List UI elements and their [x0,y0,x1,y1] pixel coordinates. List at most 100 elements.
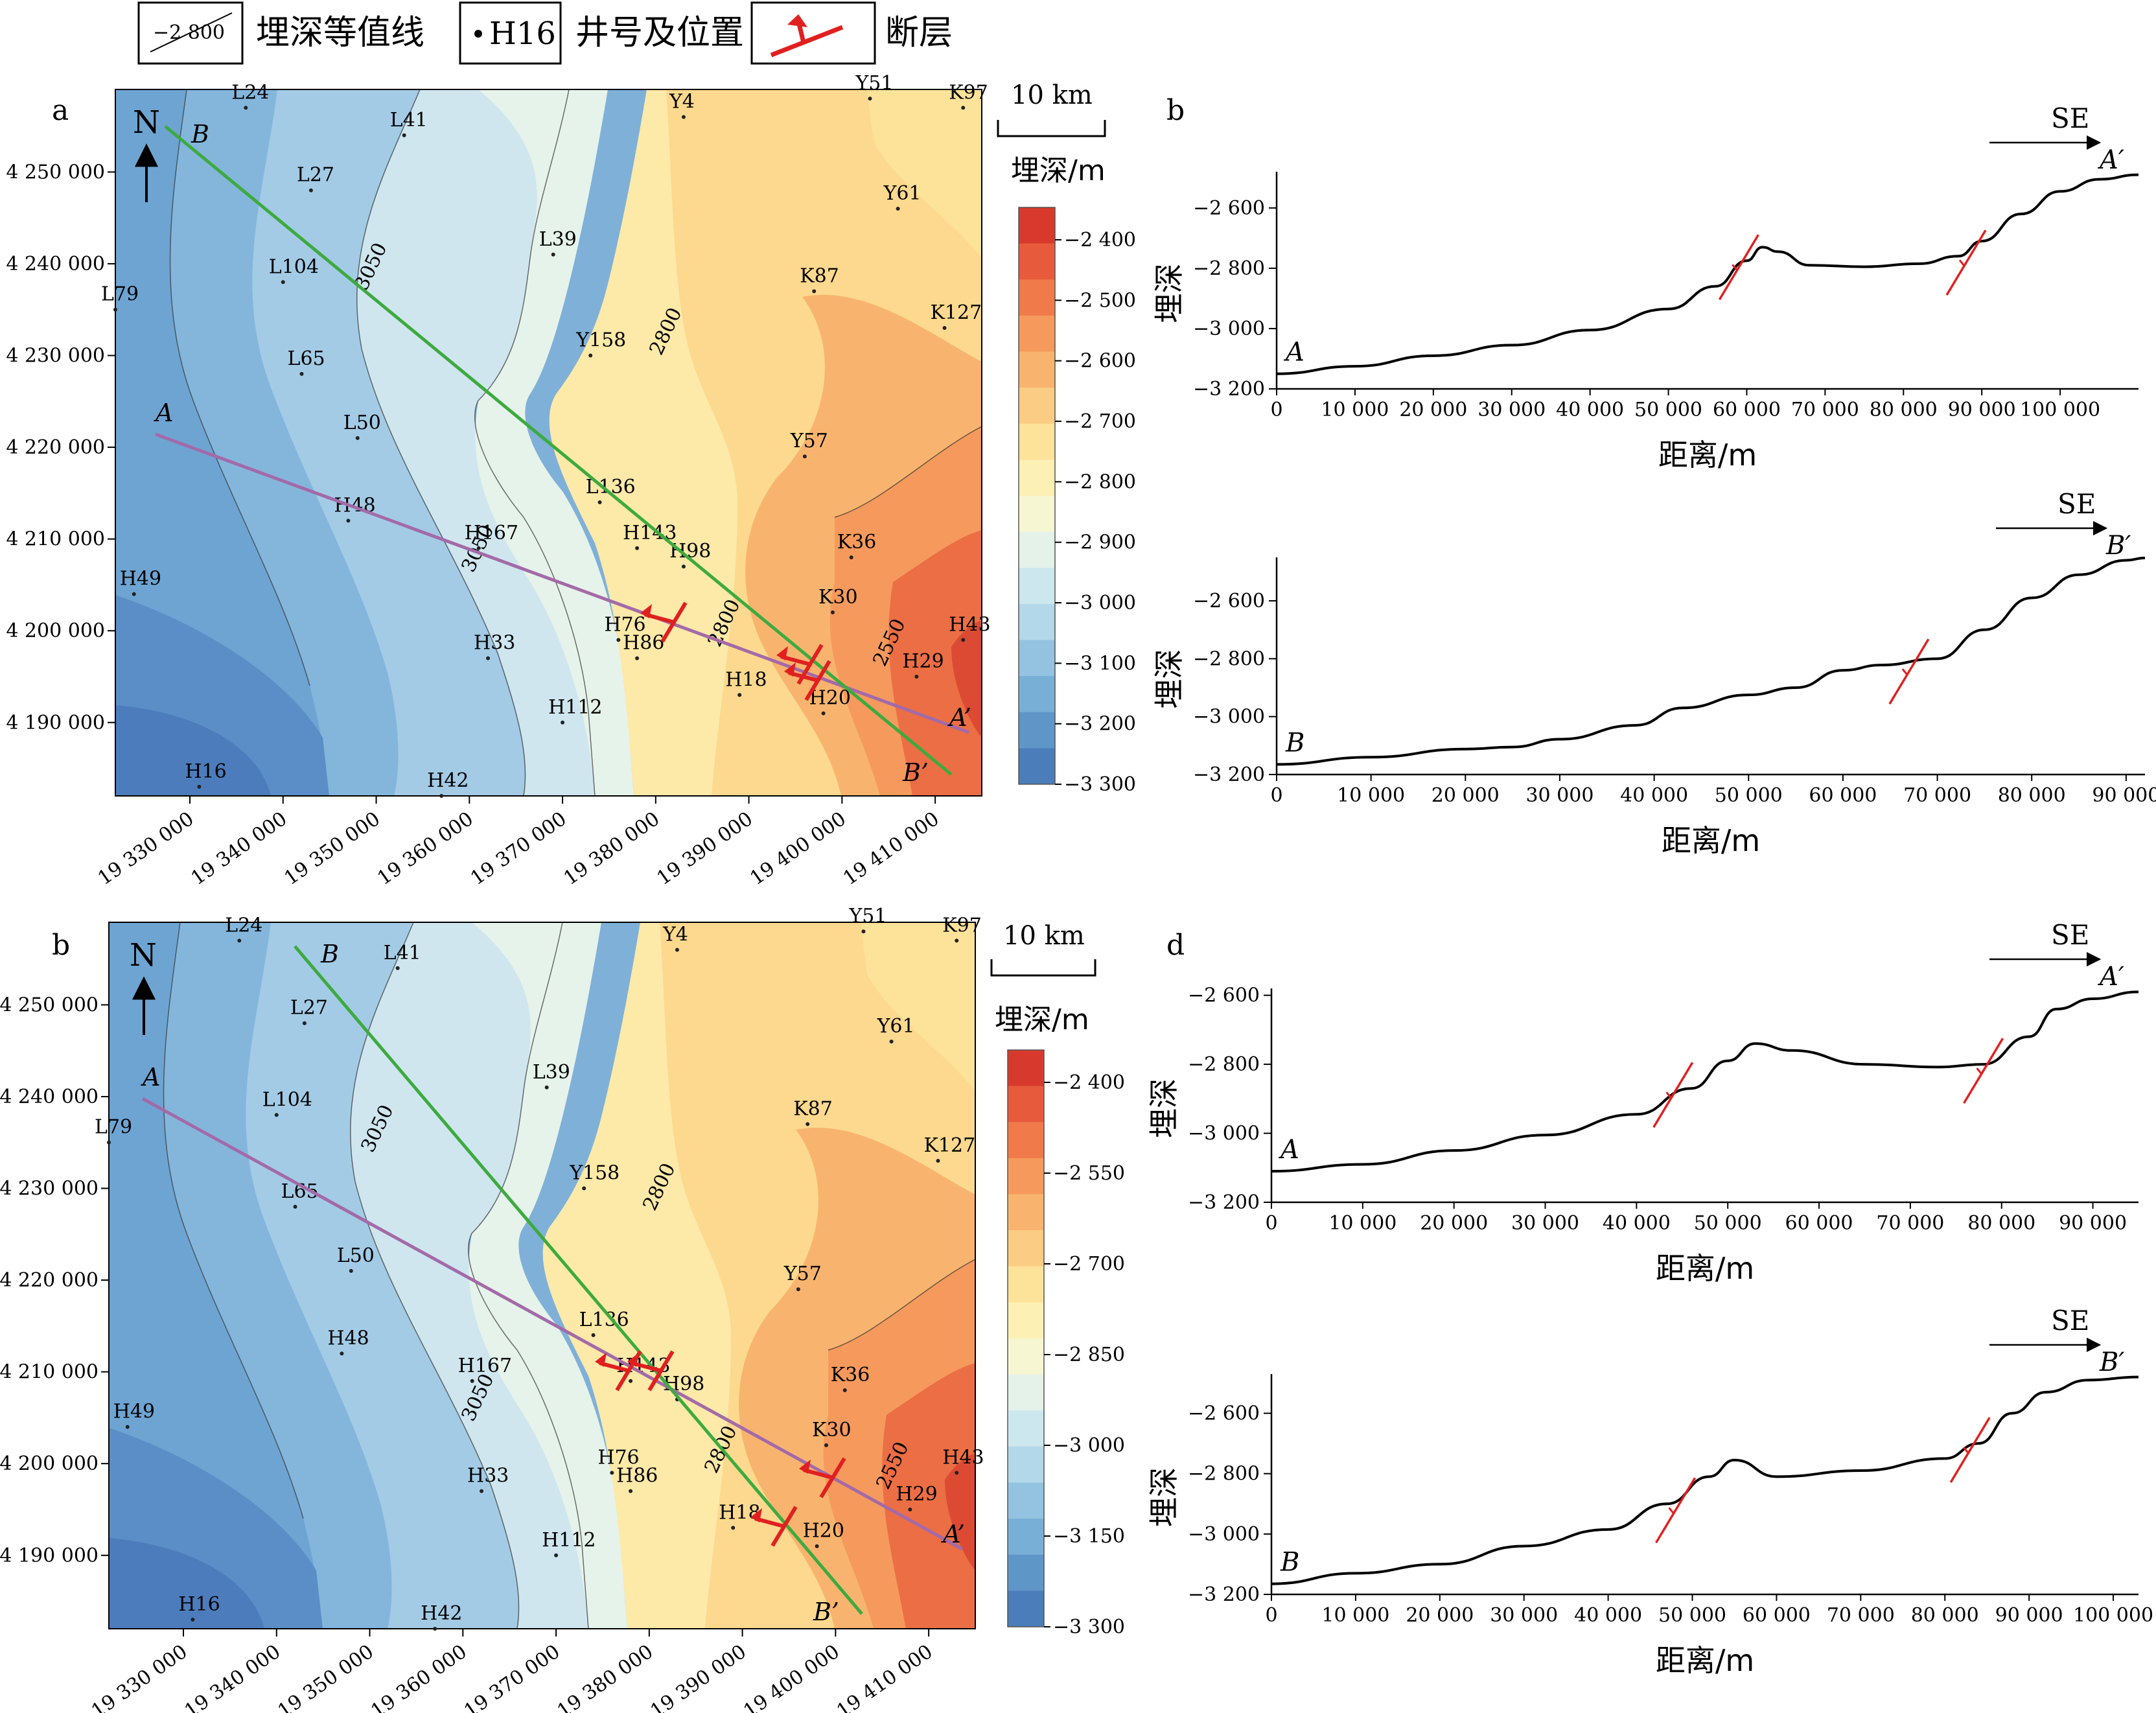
fault-symbol-icon [640,601,688,643]
x-tick-label: 60 000 [1743,1604,1811,1627]
fault-mark [1652,1062,1694,1128]
well-label: K30 [818,586,858,609]
well-marker: Y61 [883,182,922,211]
well-marker: K127 [923,1134,975,1163]
colorbar-swatch [1008,1482,1044,1519]
well-dot-icon [629,1379,633,1383]
x-tick-label: 40 000 [1574,1604,1642,1627]
colorbar-swatch [1019,603,1055,640]
well-label: H20 [803,1520,844,1543]
colorbar-tick-label: −2 400 [1053,1071,1125,1094]
y-tick-label: −2 800 [1188,1463,1260,1486]
panel-label-a: a [52,94,69,127]
well-dot-icon [868,97,872,101]
well-dot-icon [480,1489,484,1493]
well-marker: H49 [120,568,161,596]
x-tick-label: 20 000 [1399,399,1467,421]
well-dot-icon [796,1287,800,1292]
well-label: L79 [95,1116,132,1139]
well-dot-icon [896,207,900,211]
well-label: H112 [548,696,602,719]
section-endpoint-label: B [191,120,209,148]
well-marker: H86 [616,1465,658,1493]
well-marker: L50 [343,412,381,440]
colorbar-swatch [1019,279,1055,316]
well-label: K87 [793,1097,833,1120]
well-marker: L27 [290,997,328,1025]
section-endpoint-label: B [320,940,339,968]
section-line-b [294,945,863,1615]
colorbar-tick-label: −3 300 [1053,1616,1125,1638]
colorbar-swatch [1008,1122,1044,1159]
x-tick-label: 100 000 [2073,1604,2153,1627]
x-tick-label: 10 000 [1328,1212,1397,1235]
well-marker: H42 [421,1602,463,1631]
well-label: L79 [101,283,139,306]
x-tick-label: 80 000 [1870,399,1938,421]
x-tick-label: 19 410 000 [833,1640,937,1713]
well-dot-icon [681,565,686,569]
well-label: H86 [623,632,664,655]
well-label: K30 [812,1419,852,1441]
x-tick-label: 70 000 [1791,399,1859,421]
map-panel-top: a N [6,72,1136,890]
y-tick-label: −3 000 [1188,1523,1260,1546]
well-dot-icon [346,519,351,523]
well-label: H16 [178,1593,220,1616]
well-marker: Y51 [855,72,893,101]
colorbar-tick-label: −3 300 [1064,773,1136,796]
well-dot-icon [561,720,565,725]
burial-depth-curve [1276,556,2146,766]
scale-bar: 10 km [997,80,1106,137]
x-tick-label: 19 350 000 [273,1640,378,1713]
well-marker: H98 [663,1373,704,1402]
well-label: H42 [427,769,469,792]
legend-fault-label: 断层 [885,14,953,52]
x-tick-label: 19 380 000 [553,1640,658,1713]
x-tick-label: 70 000 [1827,1604,1895,1627]
colorbar-swatch [1019,531,1055,568]
x-tick-label: 30 000 [1490,1604,1558,1627]
well-dot-icon [439,794,444,798]
colorbar-swatch [1008,1519,1044,1556]
well-marker: H112 [548,696,603,725]
well-marker: K30 [812,1419,852,1447]
well-marker: H43 [949,613,991,642]
well-marker: H29 [902,650,944,679]
colorbar-swatch [1019,640,1055,677]
well-dot-icon [961,638,966,642]
y-tick-label: 4 210 000 [6,528,105,551]
y-tick-label: 4 240 000 [0,1086,99,1108]
well-label: L39 [533,1061,570,1084]
well-dot-icon [544,1085,549,1090]
well-marker: L79 [95,1116,132,1145]
section-lines: A A’ B B’ [154,120,971,787]
x-tick-label: 19 360 000 [373,808,478,890]
panel-label-b-map: b [52,929,70,962]
x-tick-label: 19 380 000 [560,808,664,890]
well-label: Y57 [783,1263,822,1285]
scale-bar: 10 km [990,921,1096,977]
well-dot-icon [113,307,117,312]
well-marker: Y4 [662,923,688,952]
well-marker: H29 [896,1483,938,1511]
x-tick-label: 90 000 [1948,399,2016,421]
well-dot-icon [402,133,406,137]
colorbar-swatch [1019,207,1055,244]
well-dot-icon [197,784,202,789]
colorbar-tick-label: −2 850 [1053,1344,1125,1366]
colorbar-title: 埋深/m [1011,154,1106,187]
well-label: Y57 [790,430,828,452]
well-marker: K97 [949,81,988,110]
x-tick-label: 19 390 000 [653,808,757,890]
legend-contour-label: 埋深等值线 [256,14,424,52]
legend-well-sample: H16 [489,16,556,52]
x-tick-label: 50 000 [1694,1212,1762,1235]
north-arrow-icon: N [130,937,157,1035]
section-line-b [164,125,953,776]
well-marker: H20 [809,687,851,716]
section-endpoint-label: A [154,399,173,427]
colorbar-tick-label: −2 500 [1064,289,1136,312]
x-tick-label: 19 340 000 [181,1640,285,1713]
